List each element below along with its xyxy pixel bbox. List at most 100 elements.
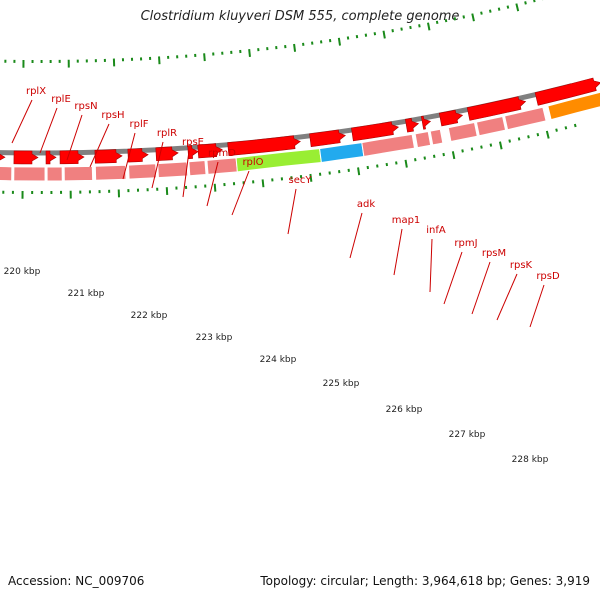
- inner-tick: [409, 25, 412, 30]
- outer-tick: [498, 141, 503, 150]
- cds-arrow: [0, 153, 6, 161]
- scale-label: 221 kbp: [68, 289, 105, 299]
- outer-tick: [508, 139, 511, 143]
- outer-tick: [517, 137, 521, 141]
- gene-feature: [157, 161, 189, 179]
- gene-label-rplO: rplO: [242, 157, 263, 168]
- inner-tick: [515, 3, 520, 12]
- outer-tick: [527, 135, 530, 139]
- outer-tick: [545, 130, 550, 139]
- cds-arrow: [227, 135, 301, 156]
- outer-tick: [442, 152, 445, 157]
- gene-label-adk: adk: [357, 199, 375, 210]
- inner-tick: [391, 29, 394, 33]
- scale-label: 227 kbp: [449, 430, 486, 440]
- gene-feature: [475, 115, 507, 137]
- outer-tick: [309, 173, 313, 182]
- feature-track: [0, 91, 600, 182]
- cds-arrow: [45, 150, 57, 165]
- gene-feature: [547, 91, 600, 121]
- gene-label-leader: [39, 107, 58, 154]
- gene-label-rplX: rplX: [26, 86, 46, 97]
- gene-feature: [414, 130, 432, 149]
- inner-tick: [462, 15, 466, 19]
- outer-tick: [480, 145, 483, 149]
- inner-tick: [471, 13, 475, 22]
- scale-label: 222 kbp: [131, 311, 168, 321]
- scale-label: 226 kbp: [386, 405, 423, 415]
- gene-label-leader: [471, 261, 491, 315]
- cds-arrow: [59, 150, 85, 165]
- accession-text: Accession: NC_009706: [8, 574, 145, 588]
- gene-label-rpsK: rpsK: [510, 260, 533, 271]
- scale-label: 220 kbp: [4, 267, 41, 277]
- scale-label: 224 kbp: [260, 355, 297, 365]
- map-title: Clostridium kluyveri DSM 555, complete g…: [140, 9, 460, 24]
- tick-marks: [2, 0, 577, 199]
- inner-tick: [444, 18, 448, 23]
- cds-arrow: [309, 129, 346, 147]
- outer-tick: [414, 158, 417, 162]
- gene-label-leader: [496, 273, 518, 321]
- gene-label-leader: [231, 170, 250, 216]
- gene-feature: [319, 142, 365, 164]
- gene-feature: [429, 128, 444, 146]
- gene-feature: [503, 106, 547, 131]
- outer-tick: [573, 123, 577, 128]
- gene-label-rpsN: rpsN: [74, 101, 97, 112]
- gene-feature: [188, 160, 207, 177]
- gene-label-leader: [393, 228, 403, 276]
- inner-tick: [480, 11, 483, 15]
- gene-label-leader: [66, 114, 83, 161]
- outer-tick: [404, 159, 408, 168]
- inner-tick: [435, 20, 439, 25]
- gene-feature: [361, 133, 416, 158]
- outer-tick: [261, 179, 265, 188]
- gene-label-rpmD: rpmD: [208, 148, 236, 159]
- gene-label-leader: [151, 141, 164, 189]
- gene-label-infA: infA: [426, 225, 446, 236]
- inner-tick: [488, 9, 492, 13]
- inner-tick: [382, 30, 386, 39]
- scale-label: 223 kbp: [196, 333, 233, 343]
- cds-arrow: [13, 150, 39, 165]
- gene-label-secY: secY: [289, 175, 313, 186]
- cds-arrow: [466, 96, 527, 121]
- inner-tick: [293, 43, 297, 52]
- gene-label-rplF: rplF: [130, 119, 149, 130]
- inner-tick: [248, 49, 251, 57]
- outer-tick: [461, 149, 464, 153]
- cds-arrow: [351, 121, 400, 142]
- gene-label-map1: map1: [392, 215, 421, 226]
- outer-tick: [489, 143, 493, 147]
- cds-arrow: [197, 143, 223, 159]
- cds-arrow: [94, 149, 123, 164]
- cds-track: [0, 77, 600, 165]
- gene-label-leader: [429, 238, 433, 293]
- gene-label-leader: [206, 161, 219, 207]
- inner-tick: [533, 0, 536, 3]
- scale-label: 228 kbp: [512, 455, 549, 465]
- cds-arrow: [404, 117, 420, 133]
- inner-tick: [418, 24, 421, 28]
- gene-label-leader: [287, 188, 297, 235]
- inner-tick: [427, 22, 431, 31]
- inner-tick: [453, 17, 457, 21]
- scale-label: 225 kbp: [323, 379, 360, 389]
- outer-tick: [423, 156, 427, 160]
- gene-label-leader: [89, 123, 110, 168]
- gene-label-rpsE: rpsE: [182, 137, 204, 148]
- gene-feature: [0, 166, 13, 182]
- outer-tick: [470, 147, 474, 151]
- gene-label-leader: [182, 150, 190, 198]
- cds-arrow: [187, 145, 199, 160]
- gene-feature: [94, 164, 127, 181]
- gene-label-leader: [529, 284, 545, 328]
- outer-tick: [536, 132, 540, 137]
- gene-feature: [206, 157, 238, 175]
- gene-label-leader: [349, 212, 363, 259]
- gene-label-leader: [122, 132, 136, 180]
- outer-tick: [213, 183, 217, 192]
